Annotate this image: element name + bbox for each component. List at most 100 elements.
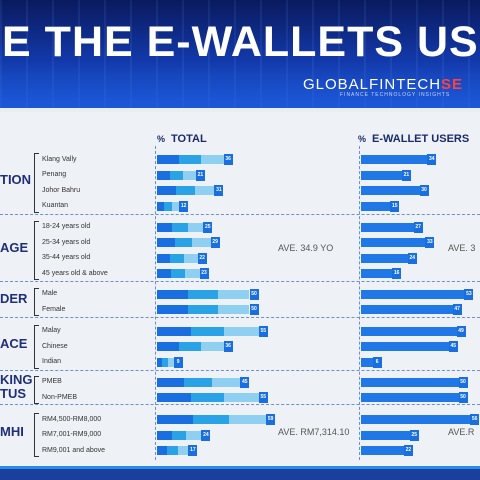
ewallet-value-label: 22: [403, 445, 413, 456]
total-bar-mid: [170, 253, 184, 263]
total-bar: [157, 326, 191, 336]
ewallet-bar: [361, 170, 402, 180]
section-bracket: [34, 287, 39, 317]
total-bar-light: [167, 357, 174, 367]
total-bar: [157, 415, 194, 424]
ewallet-value-label: 49: [456, 325, 466, 337]
section-label: DER: [0, 291, 28, 306]
footer-stripe: [0, 466, 480, 469]
ewallet-column-header: % E-WALLET USERS: [358, 133, 469, 145]
section-divider: [0, 281, 480, 282]
total-bar-light: [186, 430, 202, 440]
headline: RE THE E-WALLETS US: [0, 18, 479, 66]
total-value-label: 12: [179, 200, 189, 212]
section-label: TION: [0, 172, 32, 187]
section-bracket: [34, 153, 39, 213]
total-bar-mid: [187, 305, 219, 315]
total-value-label: 31: [214, 185, 224, 197]
ewallet-bar: [361, 415, 471, 424]
ewallet-value-label: 50: [458, 376, 468, 388]
total-value-label: 55: [258, 325, 268, 337]
ewallet-bar: [361, 289, 465, 299]
total-value-label: 9: [173, 356, 183, 368]
brand-logo: GLOBALFINTECHSE: [303, 76, 463, 93]
header-banner: RE THE E-WALLETS US GLOBALFINTECHSE FINA…: [0, 0, 480, 108]
ewallet-value-label: 16: [392, 268, 402, 280]
total-value-label: 25: [203, 221, 213, 233]
row-label: RM7,001-RM9,000: [42, 431, 102, 438]
total-value-label: 59: [266, 414, 276, 425]
total-bar-light: [211, 377, 241, 387]
row-label: Kuantan: [42, 202, 69, 210]
row-label: Chinese: [42, 342, 68, 350]
total-bar-mid: [169, 170, 183, 180]
section-label: AGE: [0, 239, 29, 255]
ewallet-column-title: E-WALLET USERS: [372, 133, 470, 145]
ewallet-value-label: 47: [452, 304, 462, 316]
total-bar-light: [224, 393, 259, 403]
total-bar: [157, 446, 168, 455]
section-divider: [0, 214, 480, 215]
row-label: Malay: [42, 327, 61, 334]
row-label: RM9,001 and above: [42, 446, 106, 454]
total-bar: [157, 170, 170, 180]
row-label: 35-44 years old: [42, 254, 91, 262]
header-glow: [0, 60, 480, 108]
ewallet-bar: [361, 377, 459, 387]
row-label: Male: [42, 290, 58, 298]
ewallet-value-label: 6: [372, 356, 382, 368]
total-bar: [157, 305, 188, 315]
total-column-guide: [155, 146, 156, 460]
ewallet-value-label: 27: [413, 221, 423, 233]
brand-accent: SE: [441, 76, 464, 93]
average-total-label: AVE. RM7,314.10: [278, 427, 350, 437]
total-bar-light: [192, 238, 211, 248]
ewallet-bar: [361, 269, 393, 279]
section-divider: [0, 370, 480, 371]
total-bar: [157, 430, 172, 440]
total-bar-mid: [171, 269, 186, 279]
section-divider: [0, 317, 480, 318]
total-bar-light: [185, 269, 200, 279]
ewallet-bar: [361, 186, 420, 196]
total-value-label: 29: [210, 237, 220, 249]
total-bar-light: [182, 170, 196, 180]
total-bar-light: [171, 201, 180, 211]
ewallet-value-label: 24: [407, 252, 417, 264]
section-bracket: [34, 220, 39, 281]
ewallet-bar: [361, 222, 414, 232]
total-bar-mid: [172, 222, 188, 232]
section-label: TUS: [0, 386, 26, 401]
total-bar: [157, 201, 165, 211]
ewallet-bar: [361, 253, 408, 263]
ewallet-value-label: 45: [448, 341, 458, 352]
total-bar: [157, 289, 188, 299]
section-label: KING: [0, 372, 33, 387]
total-bar: [157, 377, 185, 387]
section-bracket: [34, 413, 39, 457]
section-label: ACE: [0, 335, 28, 351]
ewallet-bar: [361, 357, 373, 367]
total-bar-light: [187, 222, 204, 232]
total-bar-mid: [175, 186, 195, 196]
ewallet-bar: [361, 446, 404, 455]
total-value-label: 50: [249, 288, 259, 300]
row-label: RM4,500-RM8,000: [42, 415, 102, 423]
total-bar-light: [224, 326, 259, 336]
row-label: Indian: [42, 358, 62, 365]
row-label: 25-34 years old: [42, 238, 91, 246]
total-bar: [157, 253, 171, 263]
ewallet-value-label: 56: [470, 414, 480, 425]
total-bar: [157, 238, 175, 248]
total-bar-light: [218, 289, 250, 299]
total-value-label: 45: [240, 376, 250, 388]
total-bar-light: [218, 305, 250, 315]
total-bar-light: [200, 342, 224, 351]
total-bar-mid: [193, 415, 230, 424]
total-bar-light: [177, 446, 189, 455]
average-ewallet-label: AVE.R: [448, 427, 475, 437]
total-bar-mid: [190, 326, 225, 336]
total-value-label: 17: [188, 445, 198, 456]
row-label: Penang: [42, 171, 67, 179]
footer-bar: [0, 466, 480, 480]
